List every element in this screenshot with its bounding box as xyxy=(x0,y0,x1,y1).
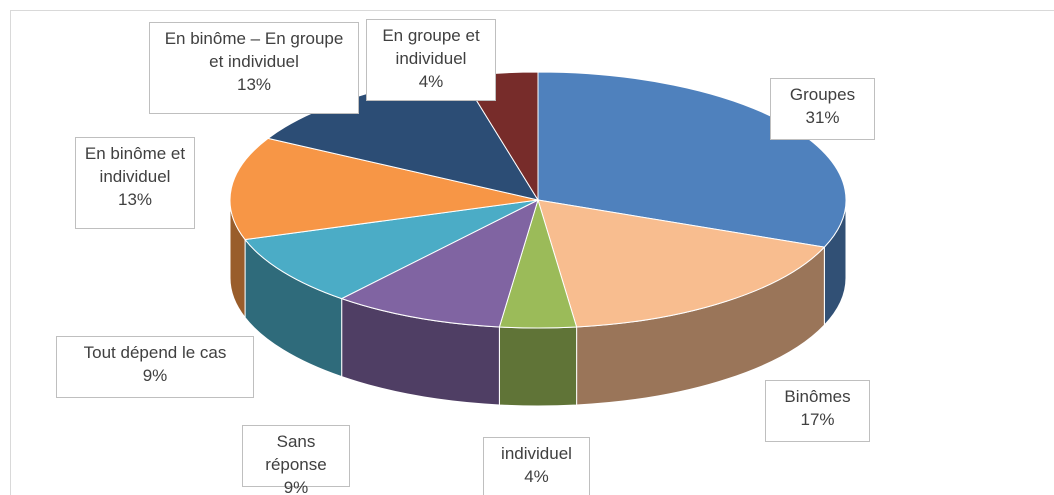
pie-slice xyxy=(537,199,826,328)
label-value: 31% xyxy=(805,108,840,127)
label-value: 9% xyxy=(142,366,168,385)
label-category: En groupe et individuel xyxy=(382,26,480,68)
label-value: 4% xyxy=(418,72,444,91)
label-category: En binôme et individuel xyxy=(84,144,186,186)
label-value: 9% xyxy=(283,478,309,495)
pie-slice xyxy=(340,199,539,328)
label-category: Tout dépend le cas xyxy=(83,343,227,362)
label-value: 13% xyxy=(117,190,153,209)
data-label: Tout dépend le cas 9% xyxy=(56,336,254,398)
data-label: Binômes 17% xyxy=(765,380,870,442)
label-category: En binôme – En groupe et individuel xyxy=(164,29,344,71)
data-label: Sans réponse 9% xyxy=(242,425,350,495)
label-value: 13% xyxy=(236,75,272,94)
data-label: Groupes 31% xyxy=(770,78,875,140)
label-value: 4% xyxy=(524,467,549,486)
pie-slice xyxy=(244,199,539,300)
label-category: individuel xyxy=(501,444,572,463)
pie-slice-side xyxy=(498,326,578,407)
label-category: Groupes xyxy=(789,85,856,104)
data-label: En groupe et individuel 4% xyxy=(366,19,496,101)
data-label: En binôme et individuel 13% xyxy=(75,137,195,229)
chart-border xyxy=(10,10,1054,495)
label-value: 17% xyxy=(800,410,835,429)
label-category: Sans réponse xyxy=(265,432,327,474)
label-category: Binômes xyxy=(784,387,851,406)
pie-slice xyxy=(229,137,539,241)
data-label: En binôme – En groupe et individuel 13% xyxy=(149,22,359,114)
data-label: individuel 4% xyxy=(483,437,590,495)
